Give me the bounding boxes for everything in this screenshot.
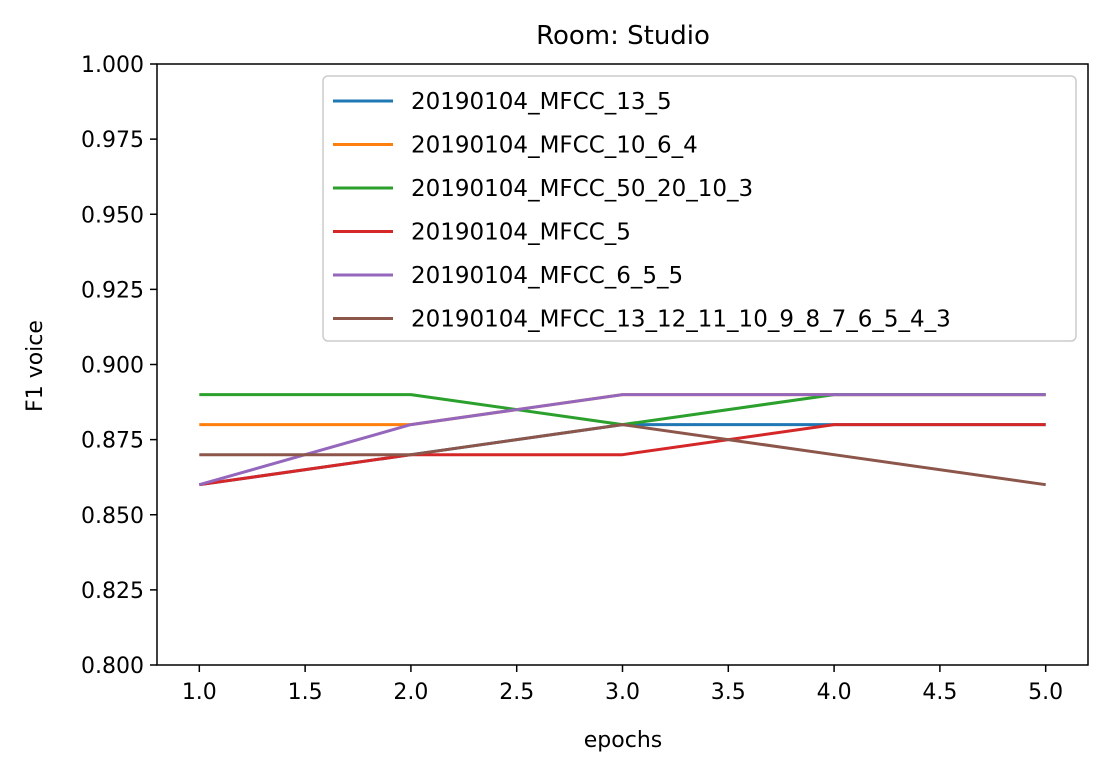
legend-label-4: 20190104_MFCC_5 xyxy=(411,220,631,246)
legend-label-5: 20190104_MFCC_6_5_5 xyxy=(411,263,683,289)
series-line-6 xyxy=(199,423,1046,487)
y-tick-label: 1.000 xyxy=(81,53,144,78)
x-tick-label: 5.0 xyxy=(1028,680,1063,705)
x-tick-label: 1.5 xyxy=(288,680,323,705)
x-axis-label: epochs xyxy=(584,728,662,753)
x-axis: 1.0 1.5 2.0 2.5 3.0 3.5 4.0 4.5 5.0 xyxy=(182,665,1063,705)
legend-label-6: 20190104_MFCC_13_12_11_10_9_8_7_6_5_4_3 xyxy=(411,307,951,333)
x-tick-label: 2.0 xyxy=(393,680,428,705)
legend-label-3: 20190104_MFCC_50_20_10_3 xyxy=(411,176,753,202)
y-tick-label: 0.975 xyxy=(81,128,144,153)
y-tick-label: 0.825 xyxy=(81,579,144,604)
series-line-3 xyxy=(199,393,1046,427)
x-tick-label: 4.0 xyxy=(817,680,852,705)
y-tick-label: 0.850 xyxy=(81,504,144,529)
y-tick-label: 0.800 xyxy=(81,654,144,679)
chart-title: Room: Studio xyxy=(536,21,710,51)
y-tick-label: 0.900 xyxy=(81,354,144,379)
x-tick-label: 1.0 xyxy=(182,680,217,705)
y-tick-label: 0.950 xyxy=(81,203,144,228)
x-tick-label: 2.5 xyxy=(499,680,534,705)
x-tick-label: 3.5 xyxy=(711,680,746,705)
y-axis-label: F1 voice xyxy=(23,320,48,412)
series-line-5 xyxy=(198,393,1046,487)
x-tick-label: 4.5 xyxy=(922,680,957,705)
x-tick-label: 3.0 xyxy=(605,680,640,705)
legend-label-1: 20190104_MFCC_13_5 xyxy=(411,89,672,115)
legend: 20190104_MFCC_13_5 20190104_MFCC_10_6_4 20… xyxy=(322,75,1077,342)
series-line-2 xyxy=(199,393,1046,427)
y-tick-label: 0.875 xyxy=(81,429,144,454)
series-line-4 xyxy=(199,423,1046,487)
y-tick-label: 0.925 xyxy=(81,278,144,303)
y-axis: 0.800 0.825 0.850 0.875 0.900 0.925 0.950 0.975… xyxy=(81,53,157,679)
series-layer xyxy=(198,393,1046,487)
legend-label-2: 20190104_MFCC_10_6_4 xyxy=(411,133,698,159)
legend-box xyxy=(322,75,1077,342)
